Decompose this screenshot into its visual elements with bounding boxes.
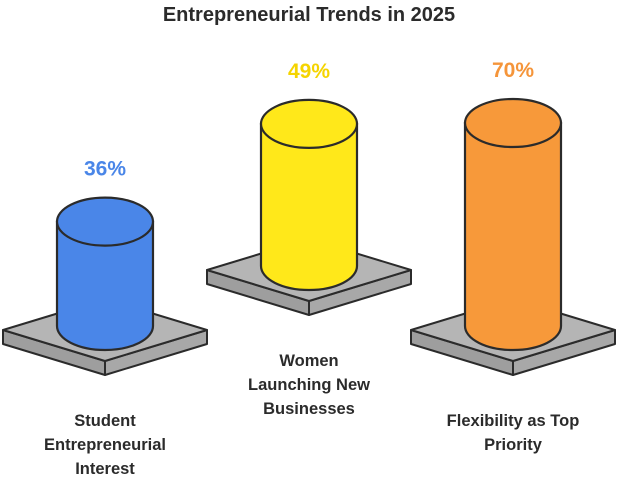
chart-title: Entrepreneurial Trends in 2025 — [163, 4, 455, 26]
value-label: 36% — [84, 158, 126, 181]
category-label: Interest — [75, 460, 135, 478]
category-label: Student — [74, 412, 136, 430]
cylinder-top — [463, 97, 563, 149]
value-label: 70% — [492, 59, 534, 82]
category-label: Women — [279, 352, 338, 370]
cylinder-top — [259, 98, 359, 150]
cylinder-top — [55, 196, 155, 247]
category-label: Launching New — [248, 376, 370, 394]
cylinder-bar — [55, 220, 155, 352]
cylinder-bar — [463, 121, 563, 352]
category-label: Entrepreneurial — [44, 436, 166, 454]
category-label: Businesses — [263, 400, 355, 418]
value-label: 49% — [288, 60, 330, 83]
category-label: Flexibility as Top — [447, 412, 580, 430]
cylinder-bar — [259, 122, 359, 292]
category-label: Priority — [484, 436, 543, 454]
